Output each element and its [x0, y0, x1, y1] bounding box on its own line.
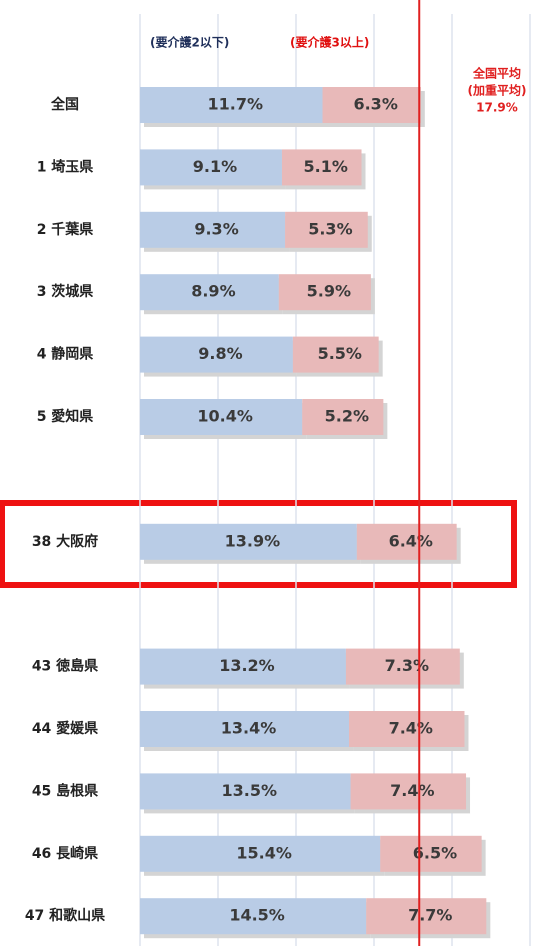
bar-segment [292, 336, 379, 373]
category-label: 1 埼玉県 [37, 158, 94, 175]
bar-segment [140, 523, 357, 560]
value-label: 5.2% [325, 407, 369, 426]
bar-segment [356, 523, 457, 560]
bar-segment [140, 274, 279, 311]
value-label: 5.9% [307, 282, 351, 301]
bar-segment [140, 211, 286, 248]
bar-segment [285, 211, 368, 248]
bar-segment [140, 149, 282, 186]
value-label: 15.4% [236, 843, 292, 862]
value-label: 13.5% [222, 781, 278, 800]
value-label: 7.3% [385, 656, 429, 675]
category-label: 5 愛知県 [37, 408, 94, 425]
value-label: 13.4% [221, 719, 277, 738]
highlight-box [0, 500, 517, 588]
category-label: 43 徳島県 [32, 658, 98, 675]
bar-segment [302, 399, 384, 435]
value-label: 5.3% [308, 219, 352, 238]
bar-segment [278, 274, 371, 311]
value-label: 6.3% [353, 95, 397, 114]
value-label: 7.7% [408, 906, 452, 925]
category-label: 47 和歌山県 [25, 907, 105, 924]
value-label: 13.9% [225, 531, 281, 550]
value-label: 14.5% [229, 906, 285, 925]
value-label: 13.2% [219, 656, 275, 675]
value-label: 7.4% [390, 781, 434, 800]
value-label: 5.1% [304, 157, 348, 176]
legend-label: (要介護3以上) [290, 35, 369, 50]
value-label: 9.1% [193, 157, 237, 176]
bar-segment [380, 835, 482, 872]
bar-segment [140, 773, 351, 810]
bar-segment [281, 149, 362, 186]
bar-segment [140, 336, 293, 373]
bar-segment [140, 711, 350, 747]
value-label: 11.7% [208, 95, 264, 114]
bar-segment [140, 87, 323, 123]
category-label: 44 愛媛県 [32, 720, 98, 737]
value-label: 10.4% [197, 407, 253, 426]
reference-label: 17.9% [476, 101, 518, 115]
bar-segment [349, 711, 465, 747]
category-label: 2 千葉県 [37, 221, 94, 238]
bar-segment [345, 648, 460, 685]
bar-segment [350, 773, 467, 810]
value-label: 9.8% [198, 344, 242, 363]
category-label: 全国 [50, 96, 79, 113]
value-label: 6.5% [413, 843, 457, 862]
bar-segment [322, 87, 421, 123]
reference-label: (加重平均) [468, 83, 527, 98]
legend-label: (要介護2以下) [150, 35, 229, 50]
category-label: 46 長崎県 [32, 845, 98, 862]
value-label: 6.4% [389, 531, 433, 550]
value-label: 9.3% [194, 219, 238, 238]
bar-segment [366, 898, 487, 935]
category-label: 4 静岡県 [37, 346, 94, 363]
reference-label: 全国平均 [472, 66, 521, 81]
value-label: 8.9% [191, 282, 235, 301]
bar-segment [140, 835, 381, 872]
bar-segment [140, 648, 346, 685]
value-label: 7.4% [389, 719, 433, 738]
category-label: 38 大阪府 [32, 533, 98, 550]
category-label: 45 島根県 [32, 782, 98, 799]
bar-segment [140, 898, 367, 935]
value-label: 5.5% [318, 344, 362, 363]
category-label: 3 茨城県 [37, 283, 94, 300]
bar-segment [140, 399, 303, 435]
